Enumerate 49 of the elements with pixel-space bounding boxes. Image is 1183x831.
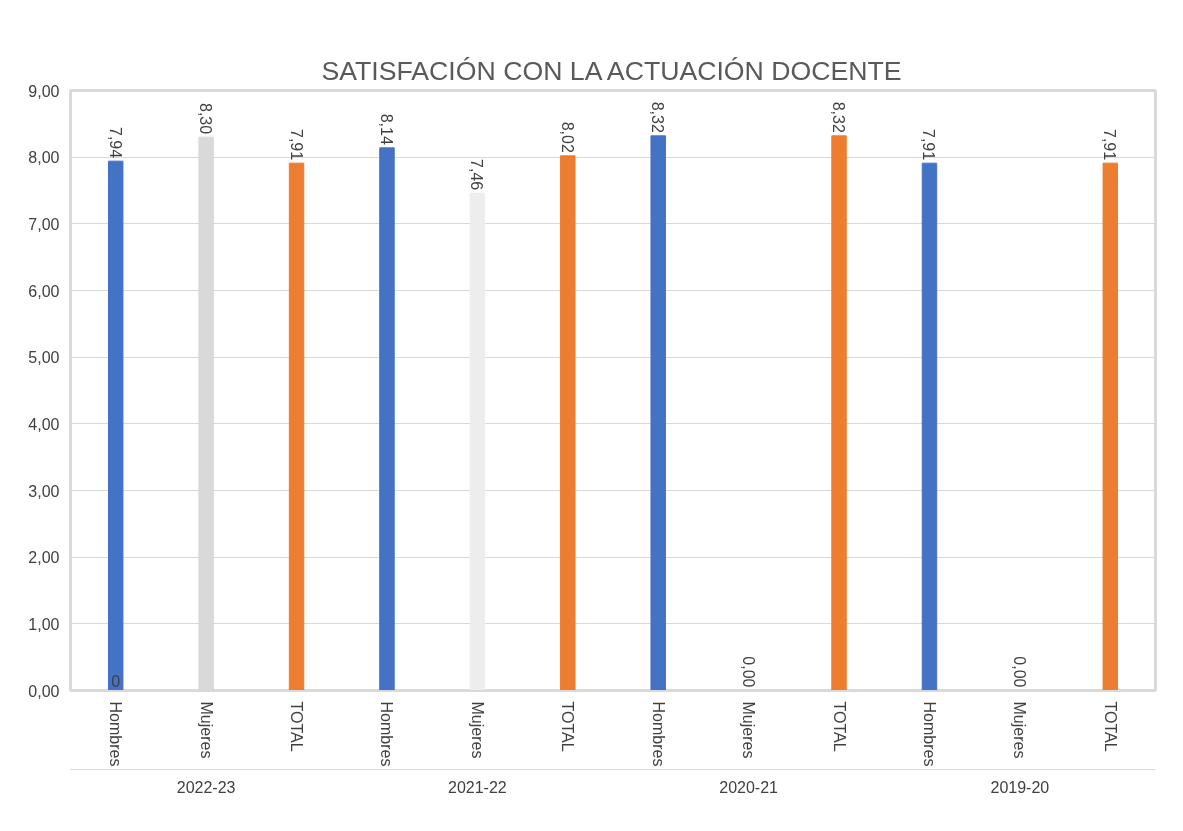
x-tick-label: Mujeres — [1011, 701, 1029, 759]
bar — [650, 135, 666, 691]
bar — [288, 162, 305, 691]
bar — [831, 135, 847, 691]
y-tick-label: 0,00 — [28, 682, 60, 700]
x-tick-label: TOTAL — [288, 701, 306, 752]
y-tick-label: 2,00 — [28, 549, 60, 567]
y-tick-label: 4,00 — [28, 415, 60, 433]
text: 2020-21 — [719, 778, 779, 796]
bar — [1102, 162, 1119, 691]
data-label: 8,32 — [830, 101, 848, 133]
y-tick-label: 8,00 — [28, 149, 60, 167]
bar — [560, 155, 576, 691]
chart-title: SATISFACIÓN CON LA ACTUACIÓN DOCENTE — [321, 55, 902, 86]
data-label: 7,91 — [920, 129, 938, 161]
text: 2019-20 — [990, 778, 1050, 796]
y-tick-label: 6,00 — [28, 282, 60, 300]
annotation: 0 — [111, 672, 121, 690]
data-label: 7,91 — [287, 129, 305, 161]
data-label: 8,32 — [649, 101, 667, 133]
y-tick-label: 9,00 — [28, 82, 60, 100]
x-tick-label: Mujeres — [197, 701, 215, 759]
x-tick-label: Hombres — [107, 701, 125, 767]
y-tick-label: 5,00 — [28, 349, 60, 367]
data-label: 7,46 — [468, 159, 486, 191]
data-label: 8,14 — [377, 113, 395, 145]
x-tick-label: Hombres — [920, 701, 938, 767]
data-label: 0,00 — [1010, 656, 1028, 688]
data-label: 0,00 — [739, 656, 757, 688]
x-tick-label: Hombres — [649, 701, 667, 767]
x-tick-label: Mujeres — [468, 701, 486, 759]
data-label: 8,02 — [558, 121, 576, 153]
text: 2021-22 — [448, 778, 507, 796]
x-tick-label: Mujeres — [740, 701, 758, 759]
bar — [921, 162, 938, 691]
x-tick-label: TOTAL — [559, 701, 577, 752]
bar — [379, 147, 395, 691]
x-tick-label: TOTAL — [830, 701, 848, 752]
text: 2022-23 — [176, 778, 236, 796]
bar — [469, 192, 486, 691]
bar — [107, 160, 124, 691]
y-tick-label: 1,00 — [28, 615, 60, 633]
data-label: 8,30 — [197, 103, 215, 135]
y-tick-label: 3,00 — [28, 482, 60, 500]
y-tick-label: 7,00 — [28, 215, 60, 233]
data-label: 7,91 — [1101, 129, 1119, 161]
data-label: 7,94 — [106, 127, 124, 159]
x-tick-label: TOTAL — [1101, 701, 1119, 752]
x-tick-label: Hombres — [378, 701, 396, 767]
